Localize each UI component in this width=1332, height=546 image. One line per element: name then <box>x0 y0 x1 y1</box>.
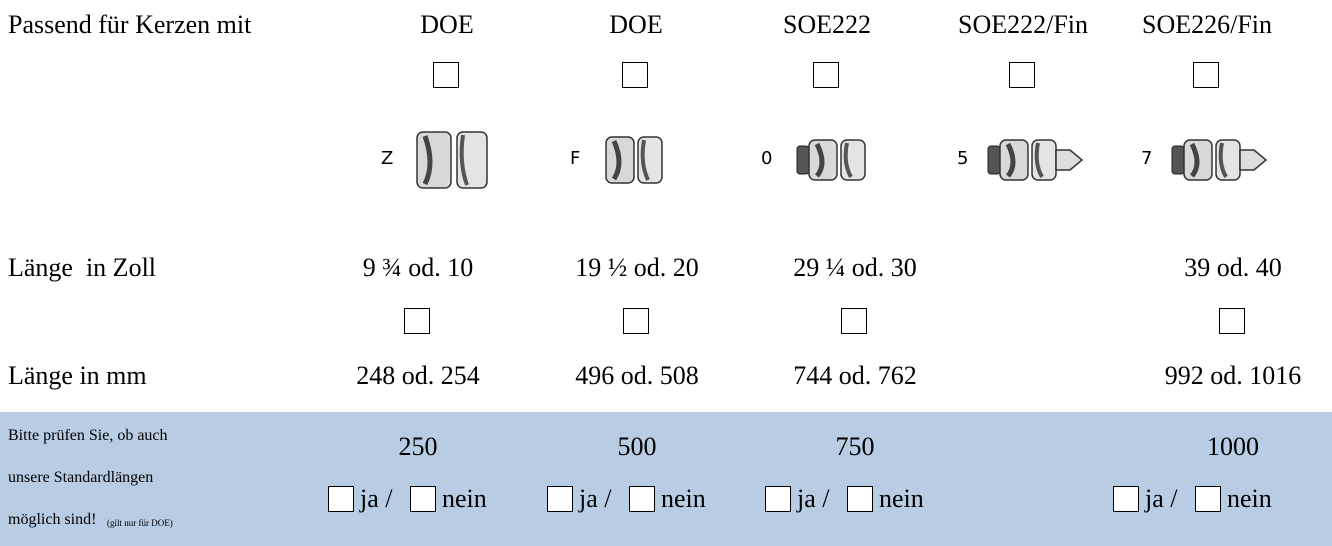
length-inch: 29 ¼ od. 30 <box>793 253 917 282</box>
note-small: (gilt nur für DOE) <box>107 518 173 528</box>
sleeve-icon <box>987 139 1084 181</box>
standard-length: 750 <box>835 432 875 461</box>
length-mm: 744 od. 762 <box>793 361 917 390</box>
sleeve-icon <box>1171 139 1268 181</box>
candle-checkbox[interactable] <box>433 62 459 88</box>
candle-checkbox[interactable] <box>622 62 648 88</box>
candle-type: DOE <box>609 10 663 39</box>
sleeve-code: Z <box>381 148 394 169</box>
candle-checkbox[interactable] <box>813 62 839 88</box>
row-label: Länge in mm <box>8 361 147 390</box>
note-line: Bitte prüfen Sie, ob auch <box>8 427 168 444</box>
yes-label: ja / <box>797 484 830 513</box>
sleeve-icon <box>416 131 488 189</box>
sleeve-icon <box>605 136 663 184</box>
sleeve-code: 5 <box>957 148 969 169</box>
yes-label: ja / <box>360 484 393 513</box>
no-checkbox[interactable] <box>629 486 655 512</box>
candle-type: SOE222/Fin <box>957 10 1089 39</box>
row-label: Länge in Zoll <box>8 253 157 282</box>
candle-type: SOE226/Fin <box>1141 10 1273 39</box>
length-checkbox[interactable] <box>1219 308 1245 334</box>
standard-length: 250 <box>398 432 438 461</box>
yes-label: ja / <box>579 484 612 513</box>
candle-checkbox[interactable] <box>1009 62 1035 88</box>
no-checkbox[interactable] <box>1195 486 1221 512</box>
sleeve-code: 7 <box>1141 148 1153 169</box>
row-label: Passend für Kerzen mit <box>8 10 252 39</box>
note-line: unsere Standardlängen <box>8 469 154 486</box>
yes-label: ja / <box>1145 484 1178 513</box>
candle-type: DOE <box>420 10 474 39</box>
length-checkbox[interactable] <box>841 308 867 334</box>
sleeve-code: 0 <box>761 148 773 169</box>
yes-checkbox[interactable] <box>328 486 354 512</box>
length-inch: 39 od. 40 <box>1184 253 1282 282</box>
note-line: möglich sind! <box>8 511 97 528</box>
length-inch: 9 ¾ od. 10 <box>362 253 474 282</box>
length-mm: 992 od. 1016 <box>1164 361 1302 390</box>
candle-type: SOE222 <box>782 10 872 39</box>
no-label: nein <box>661 484 706 513</box>
no-label: nein <box>442 484 487 513</box>
length-inch: 19 ½ od. 20 <box>575 253 699 282</box>
no-label: nein <box>1227 484 1272 513</box>
standard-band <box>0 412 1332 546</box>
no-label: nein <box>879 484 924 513</box>
sleeve-code: F <box>570 148 581 169</box>
sleeve-icon <box>796 139 866 181</box>
no-checkbox[interactable] <box>410 486 436 512</box>
standard-length: 1000 <box>1207 432 1259 461</box>
length-mm: 496 od. 508 <box>575 361 699 390</box>
yes-checkbox[interactable] <box>547 486 573 512</box>
length-mm: 248 od. 254 <box>356 361 480 390</box>
yes-checkbox[interactable] <box>765 486 791 512</box>
candle-checkbox[interactable] <box>1193 62 1219 88</box>
length-checkbox[interactable] <box>404 308 430 334</box>
standard-length: 500 <box>617 432 657 461</box>
no-checkbox[interactable] <box>847 486 873 512</box>
yes-checkbox[interactable] <box>1113 486 1139 512</box>
length-checkbox[interactable] <box>623 308 649 334</box>
